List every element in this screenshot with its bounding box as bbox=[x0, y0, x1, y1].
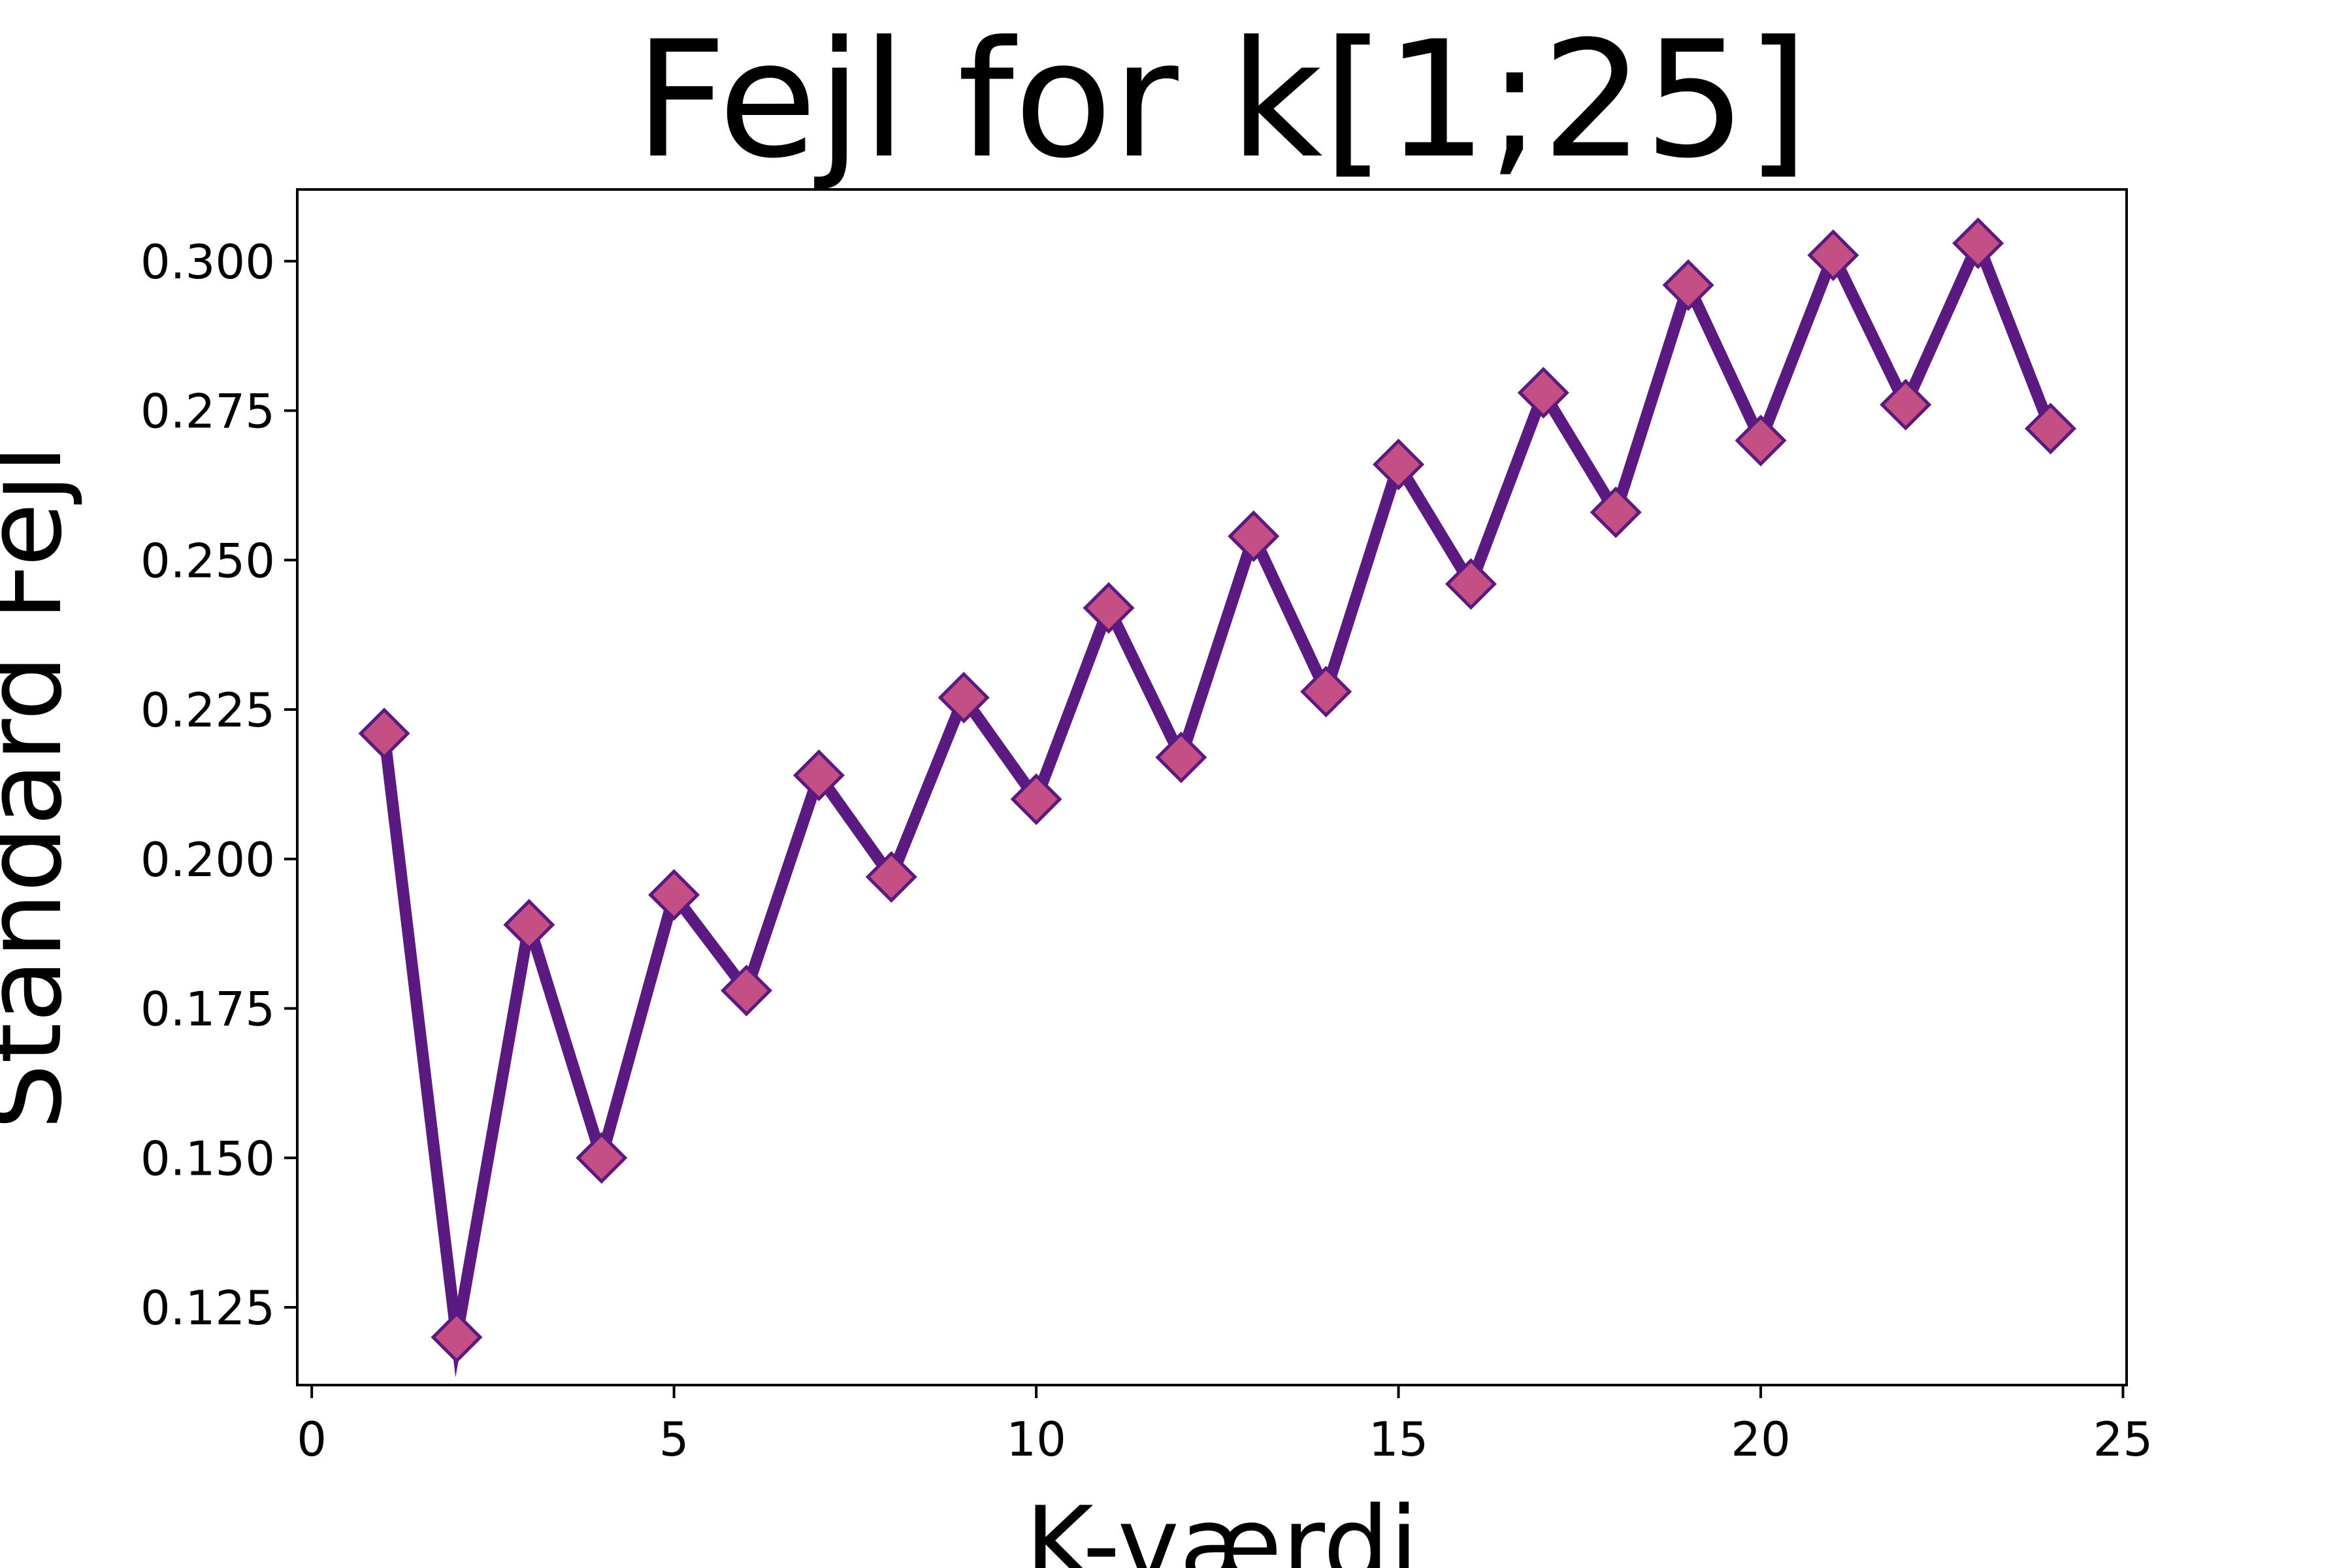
y-tick-label: 0.275 bbox=[140, 384, 275, 439]
x-tick-label: 10 bbox=[1006, 1412, 1066, 1467]
data-point bbox=[1880, 378, 1932, 431]
data-point bbox=[2025, 402, 2077, 455]
series bbox=[358, 217, 2077, 1378]
data-point bbox=[1445, 558, 1497, 610]
data-point bbox=[1662, 259, 1714, 311]
data-point bbox=[503, 898, 555, 951]
x-tick-label: 5 bbox=[659, 1412, 689, 1467]
y-tick-label: 0.150 bbox=[140, 1131, 275, 1186]
y-axis-title: Standard Fejl bbox=[0, 444, 85, 1130]
data-point bbox=[648, 869, 700, 921]
data-point bbox=[1735, 414, 1787, 466]
data-point bbox=[720, 964, 773, 1017]
x-tick-label: 25 bbox=[2093, 1412, 2153, 1467]
x-axis-title: K-værdi bbox=[1025, 1484, 1418, 1568]
y-tick-label: 0.225 bbox=[140, 683, 275, 738]
y-tick-label: 0.125 bbox=[140, 1281, 275, 1335]
x-tick-label: 20 bbox=[1731, 1412, 1791, 1467]
x-tick-label: 0 bbox=[297, 1412, 327, 1467]
data-point bbox=[1590, 486, 1642, 538]
data-point bbox=[792, 749, 845, 802]
data-point bbox=[1807, 229, 1859, 282]
data-point bbox=[431, 1311, 483, 1364]
data-point bbox=[1228, 510, 1280, 563]
data-point bbox=[358, 708, 410, 760]
data-point bbox=[1083, 581, 1135, 634]
y-tick-label: 0.200 bbox=[140, 832, 275, 887]
data-point bbox=[938, 672, 990, 724]
y-tick-label: 0.250 bbox=[140, 533, 275, 588]
data-point bbox=[1300, 666, 1352, 718]
x-axis: 0 5 10 15 20 25 bbox=[297, 1385, 2153, 1467]
plot-frame bbox=[296, 188, 2128, 1386]
y-tick-label: 0.175 bbox=[140, 982, 275, 1037]
y-axis: 0.125 0.150 0.175 0.200 0.225 0.250 0.275 0.300 bbox=[140, 235, 297, 1335]
chart-title: Fejl for k[1;25] bbox=[634, 7, 1809, 194]
data-point bbox=[1517, 367, 1569, 419]
series-line bbox=[378, 228, 2056, 1378]
data-point bbox=[1155, 731, 1207, 783]
data-point bbox=[865, 851, 917, 903]
x-tick-label: 15 bbox=[1369, 1412, 1429, 1467]
y-tick-label: 0.300 bbox=[140, 235, 275, 289]
data-point bbox=[1952, 217, 2004, 269]
data-point bbox=[1373, 438, 1425, 491]
data-point bbox=[576, 1132, 628, 1184]
data-point bbox=[1010, 773, 1062, 825]
